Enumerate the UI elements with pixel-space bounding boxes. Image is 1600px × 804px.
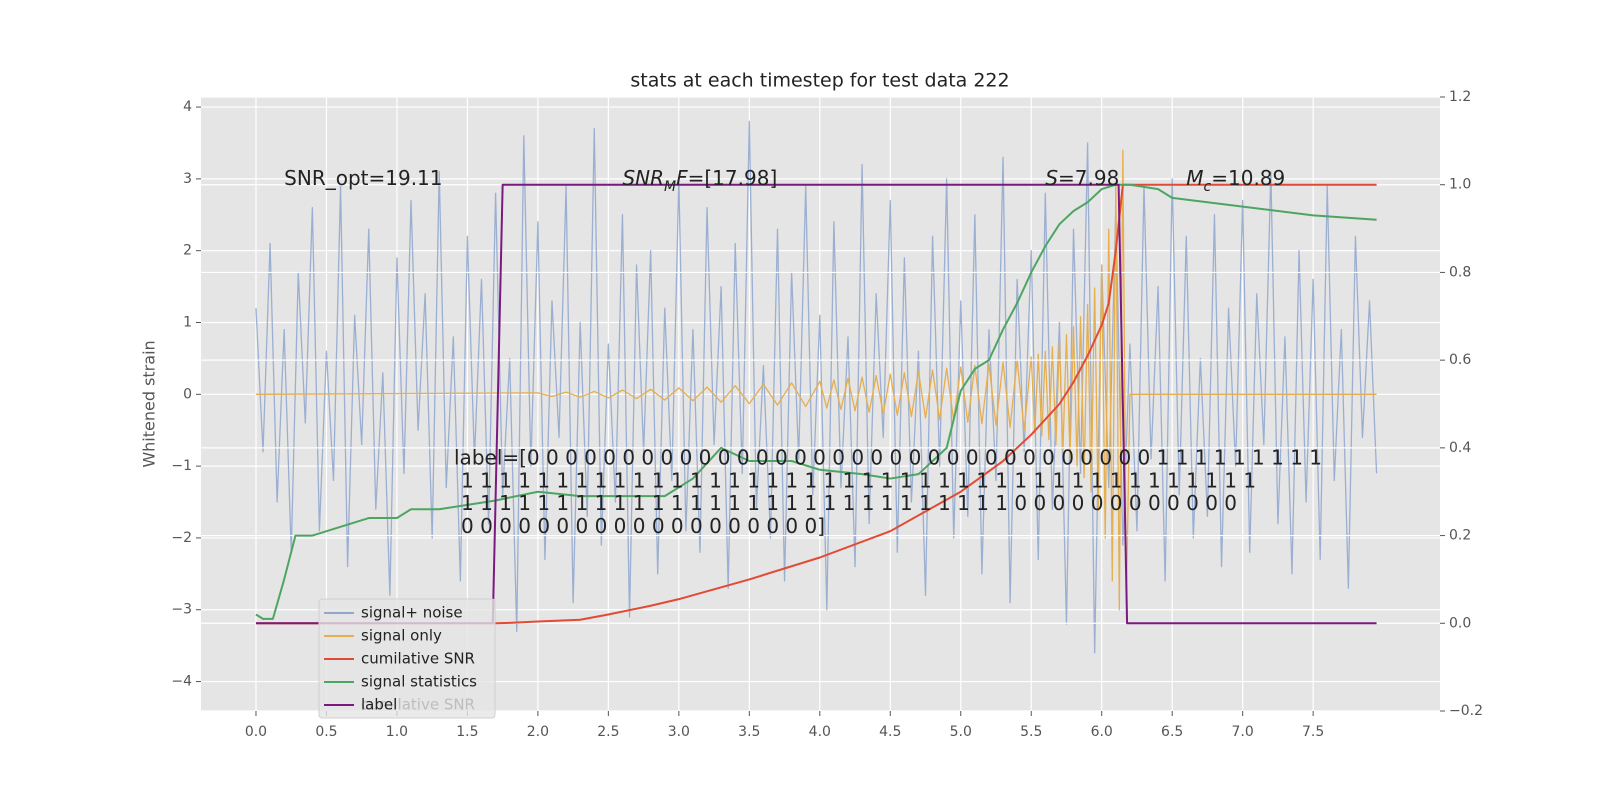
- annotation-part: =[17.98]: [688, 165, 778, 189]
- series-line: [255, 183, 1377, 620]
- annotation-part: S: [1045, 165, 1058, 189]
- y2-tick-label: 1.0: [1449, 177, 1471, 193]
- y2-tick-label: 0.8: [1449, 264, 1471, 280]
- legend-label: cumilative SNR: [361, 650, 475, 668]
- legend-label: signal statistics: [361, 673, 477, 691]
- y2-tick-label: −0.2: [1449, 703, 1483, 719]
- label-text: 1 1 1 1 1 1 1 1 1 1 1 1 1 1 1 1 1 1 1 1 …: [461, 468, 1256, 492]
- x-tick-label: 4.5: [879, 724, 901, 740]
- annotation-part: SNR_opt=19.11: [284, 165, 442, 189]
- label-text: 1 1 1 1 1 1 1 1 1 1 1 1 1 1 1 1 1 1 1 1 …: [461, 491, 1237, 515]
- x-tick-label: 0.0: [245, 724, 267, 740]
- y2-tick-label: 0.4: [1449, 440, 1471, 456]
- y-axis-label: Whitened strain: [140, 340, 159, 467]
- annotation-part: SNR: [622, 165, 664, 189]
- annotation: S=7.98: [1045, 165, 1119, 189]
- legend-label: signal only: [361, 627, 442, 645]
- y2-tick-label: 0.2: [1449, 528, 1471, 544]
- y-tick-label: 1: [183, 314, 192, 330]
- annotation-part: =10.89: [1211, 165, 1285, 189]
- legend-label: label: [361, 696, 397, 714]
- x-tick-label: 1.5: [456, 724, 478, 740]
- y-tick-label: −2: [171, 530, 192, 546]
- y-tick-label: 4: [183, 99, 192, 115]
- legend-label: signal+ noise: [361, 604, 463, 622]
- annotation-part: F: [676, 165, 688, 189]
- annotation-part: c: [1204, 179, 1212, 195]
- x-tick-label: 7.0: [1232, 724, 1254, 740]
- x-tick-label: 3.0: [668, 724, 690, 740]
- x-tick-label: 7.5: [1302, 724, 1324, 740]
- label-text: 0 0 0 0 0 0 0 0 0 0 0 0 0 0 0 0 0 0 0]: [461, 514, 825, 538]
- y2-tick-label: 0.0: [1449, 615, 1471, 631]
- legend-box: [318, 598, 496, 719]
- annotation-part: =7.98: [1058, 165, 1119, 189]
- x-tick-label: 4.0: [809, 724, 831, 740]
- x-tick-label: 6.5: [1161, 724, 1183, 740]
- annotation: SNR_opt=19.11: [284, 165, 442, 189]
- series-line: [255, 120, 1378, 654]
- x-tick-label: 6.0: [1091, 724, 1113, 740]
- annotation-part: M: [664, 179, 676, 195]
- x-tick-label: 3.5: [738, 724, 760, 740]
- y2-tick-label: 0.6: [1449, 352, 1471, 368]
- x-tick-label: 2.0: [527, 724, 549, 740]
- chart-title: stats at each timestep for test data 222: [630, 70, 1009, 92]
- annotation: SNRMF=[17.98]: [622, 165, 777, 195]
- y-tick-label: −3: [171, 602, 192, 618]
- y2-tick-label: 1.2: [1449, 89, 1471, 105]
- y-tick-label: −4: [171, 674, 192, 690]
- x-tick-label: 0.5: [315, 724, 337, 740]
- x-tick-label: 2.5: [597, 724, 619, 740]
- x-tick-label: 5.5: [1020, 724, 1042, 740]
- background-legend-text: cumilative SNR: [361, 696, 475, 714]
- x-tick-label: 5.0: [950, 724, 972, 740]
- x-tick-label: 1.0: [386, 724, 408, 740]
- annotation-part: M: [1186, 165, 1203, 189]
- y-tick-label: 3: [183, 171, 192, 187]
- label-text: label=[0 0 0 0 0 0 0 0 0 0 0 0 0 0 0 0 0…: [454, 446, 1322, 470]
- y-tick-label: 2: [183, 243, 192, 259]
- annotation: Mc=10.89: [1186, 165, 1285, 195]
- series-line: [255, 183, 1377, 625]
- y-tick-label: 0: [183, 386, 192, 402]
- y-tick-label: −1: [171, 458, 192, 474]
